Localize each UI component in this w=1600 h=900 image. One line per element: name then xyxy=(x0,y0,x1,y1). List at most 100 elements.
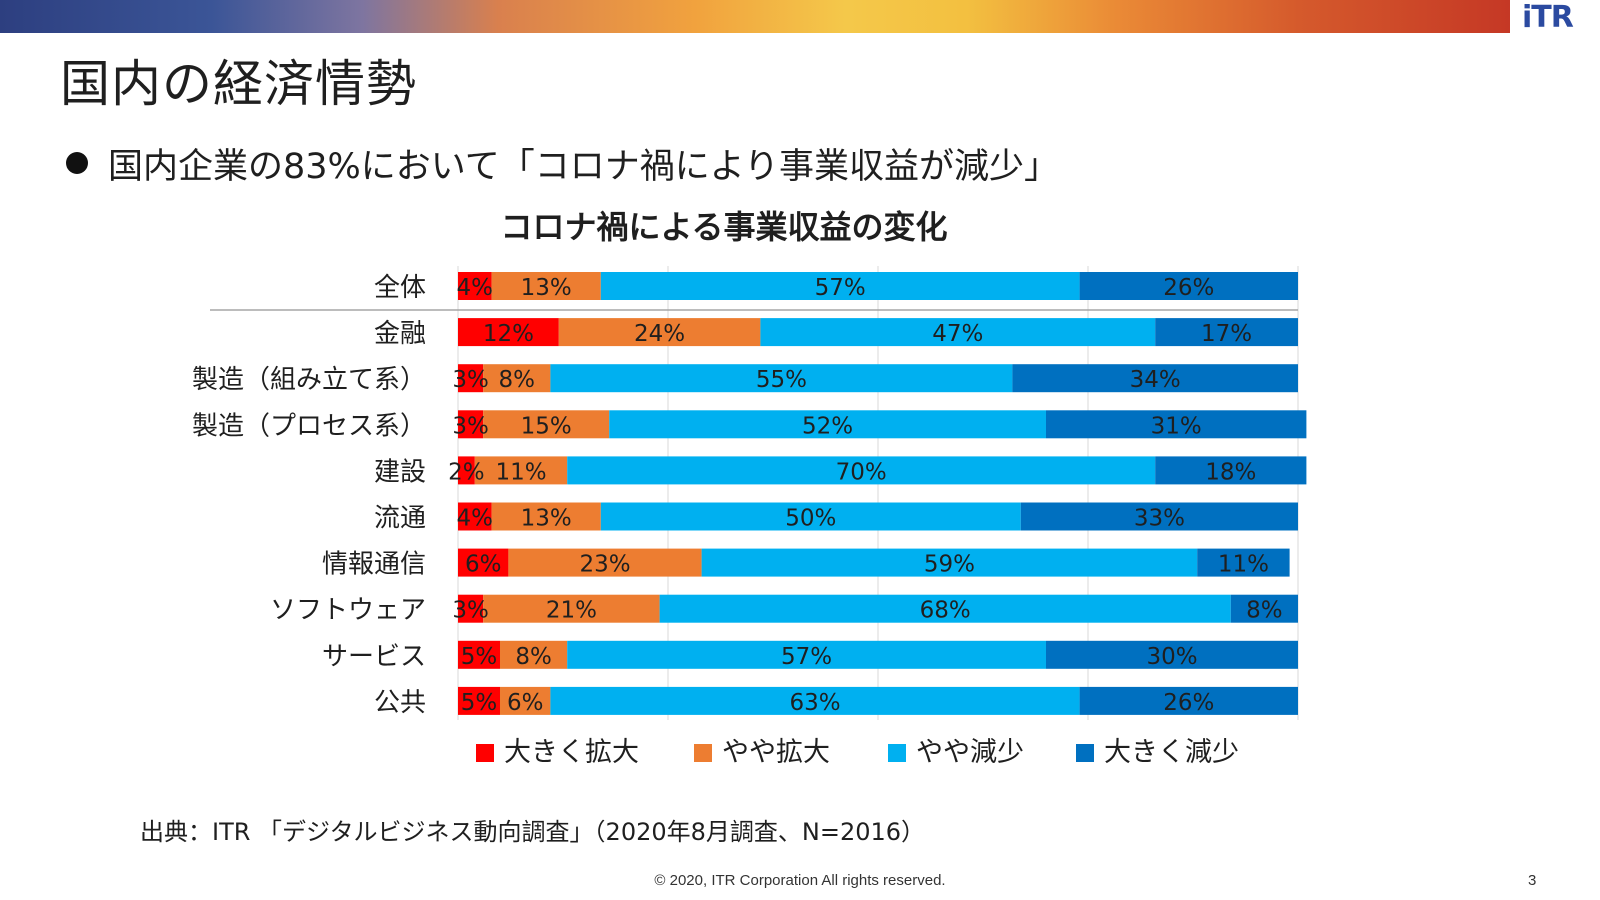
bar-segment xyxy=(458,502,492,531)
bar-segment xyxy=(483,410,610,439)
header-gradient-band xyxy=(0,0,1510,33)
data-label: 15% xyxy=(521,413,572,439)
data-label: 23% xyxy=(579,552,630,578)
bar-segment xyxy=(458,548,509,577)
category-label: 情報通信 xyxy=(322,550,426,580)
data-label: 3% xyxy=(452,598,489,624)
data-label: 11% xyxy=(495,459,546,485)
legend-swatch xyxy=(694,744,712,762)
bar-segment xyxy=(458,456,475,485)
bar-segment xyxy=(1155,456,1307,485)
bar-segment xyxy=(491,502,601,531)
data-label: 8% xyxy=(499,367,536,393)
legend-label: やや減少 xyxy=(916,737,1024,768)
data-label: 47% xyxy=(932,321,983,347)
bar-segment xyxy=(558,318,761,347)
data-label: 13% xyxy=(521,506,572,532)
category-label: 公共 xyxy=(374,688,426,718)
bar-segment xyxy=(567,456,1156,485)
bullet-text: 国内企業の83%において「コロナ禍により事業収益が減少」 xyxy=(108,147,1060,187)
bar-segment xyxy=(1046,640,1298,669)
data-label: 4% xyxy=(457,506,494,532)
data-label: 2% xyxy=(448,459,485,485)
bar-segment xyxy=(701,548,1198,577)
data-label: 55% xyxy=(756,367,807,393)
data-label: 30% xyxy=(1146,644,1197,670)
data-label: 34% xyxy=(1130,367,1181,393)
data-label: 3% xyxy=(452,413,489,439)
bar-segment xyxy=(458,594,484,623)
legend-swatch xyxy=(1076,744,1094,762)
data-label: 50% xyxy=(785,506,836,532)
bar-segment xyxy=(1020,502,1298,531)
data-label: 13% xyxy=(521,275,572,301)
data-label: 24% xyxy=(634,321,685,347)
data-label: 11% xyxy=(1218,552,1269,578)
data-label: 26% xyxy=(1163,690,1214,716)
bar-segment xyxy=(659,594,1231,623)
bar-segment xyxy=(1197,548,1290,577)
category-label: 製造（組み立て系） xyxy=(192,365,426,395)
bar-segment xyxy=(760,318,1156,347)
bullet-icon xyxy=(66,152,88,174)
data-label: 5% xyxy=(461,644,498,670)
bar-segment xyxy=(550,686,1080,715)
data-label: 21% xyxy=(546,598,597,624)
bar-segment xyxy=(550,364,1013,393)
bar-segment xyxy=(458,410,484,439)
data-label: 6% xyxy=(465,552,502,578)
bar-segment xyxy=(458,318,559,347)
data-label: 52% xyxy=(802,413,853,439)
category-label: 製造（プロセス系） xyxy=(192,411,426,441)
bar-segment xyxy=(483,594,660,623)
category-label: サービス xyxy=(322,642,426,672)
chart-title: コロナ禍による事業収益の変化 xyxy=(500,208,947,246)
category-label: 金融 xyxy=(374,319,426,349)
data-label: 8% xyxy=(1246,598,1283,624)
data-label: 18% xyxy=(1205,459,1256,485)
bar-segment xyxy=(1012,364,1298,393)
bar-segment xyxy=(1155,318,1298,347)
bar-segment xyxy=(458,272,492,300)
data-label: 26% xyxy=(1163,275,1214,301)
bar-segment xyxy=(458,686,500,715)
bar-segment xyxy=(458,364,484,393)
bar-segment xyxy=(600,272,1080,300)
data-label: 31% xyxy=(1151,413,1202,439)
category-label: 流通 xyxy=(374,504,426,534)
data-label: 6% xyxy=(507,690,544,716)
category-label: ソフトウェア xyxy=(270,596,426,626)
data-label: 3% xyxy=(452,367,489,393)
data-label: 33% xyxy=(1134,506,1185,532)
data-label: 57% xyxy=(781,644,832,670)
page-number: 3 xyxy=(1528,872,1537,889)
category-label: 建設 xyxy=(374,457,426,487)
data-label: 63% xyxy=(789,690,840,716)
data-label: 8% xyxy=(515,644,552,670)
bar-segment xyxy=(508,548,702,577)
data-label: 5% xyxy=(461,690,498,716)
data-label: 70% xyxy=(836,459,887,485)
bar-segment xyxy=(609,410,1046,439)
bar-segment xyxy=(1079,686,1298,715)
legend-swatch xyxy=(888,744,906,762)
bar-segment xyxy=(567,640,1046,669)
data-label: 59% xyxy=(924,552,975,578)
bar-segment xyxy=(600,502,1021,531)
copyright-text: © 2020, ITR Corporation All rights reser… xyxy=(654,872,946,889)
legend-label: 大きく減少 xyxy=(1104,737,1239,768)
bar-segment xyxy=(483,364,551,393)
legend-swatch xyxy=(476,744,494,762)
data-label: 68% xyxy=(920,598,971,624)
legend-label: やや拡大 xyxy=(722,737,830,768)
bar-segment xyxy=(491,272,601,300)
data-label: 12% xyxy=(483,321,534,347)
bar-segment xyxy=(500,640,568,669)
bar-segment xyxy=(458,640,500,669)
itr-logo: iTR xyxy=(1522,0,1574,35)
source-note: 出典：ITR 「デジタルビジネス動向調査」（2020年8月調査、N=2016） xyxy=(140,818,926,846)
bar-segment xyxy=(1079,272,1298,300)
category-label: 全体 xyxy=(374,273,426,303)
data-label: 17% xyxy=(1201,321,1252,347)
